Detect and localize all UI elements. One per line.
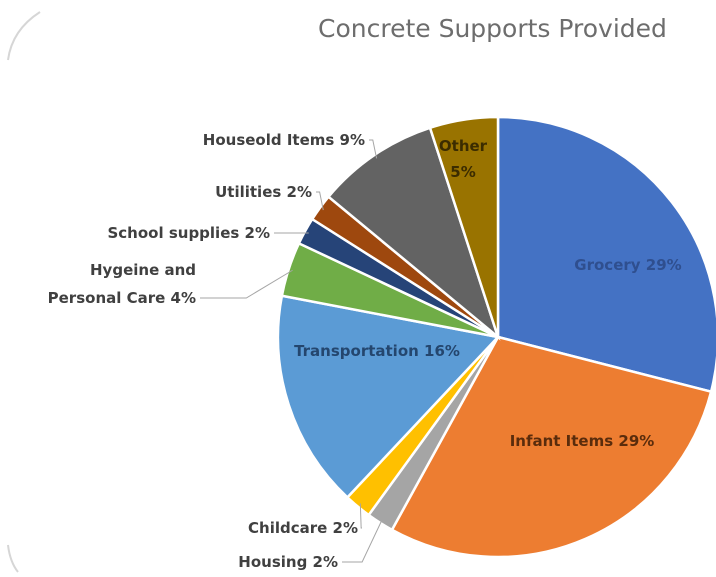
data-label: Grocery 29%	[574, 256, 681, 274]
data-labels: Grocery 29% Infant Items 29% Housing 2% Chi…	[48, 131, 682, 571]
leader-lines	[200, 139, 383, 563]
panel-corner-bottom	[7, 544, 19, 573]
data-label: Childcare 2%	[248, 519, 358, 537]
pie-slice-grocery	[496, 115, 716, 394]
data-label: Hygeine and Personal Care 4%	[48, 261, 196, 307]
leader-line	[359, 503, 362, 529]
leader-line	[200, 269, 293, 299]
panel-corner-top	[7, 11, 41, 61]
pie-slice-houseold-items	[326, 126, 501, 341]
leader-line	[369, 139, 378, 159]
leader-line	[316, 191, 324, 211]
data-label: Transportation 16%	[294, 342, 460, 360]
data-label: School supplies 2%	[107, 224, 270, 242]
data-label: Utilities 2%	[215, 183, 312, 201]
leader-line	[342, 519, 383, 563]
data-label: Housing 2%	[238, 553, 338, 571]
data-label: Other 5%	[439, 137, 488, 181]
data-label: Infant Items 29%	[510, 432, 655, 450]
chart-title: Concrete Supports Provided	[318, 14, 667, 43]
pie-slice-transportation	[276, 294, 501, 500]
pie-slices	[276, 115, 716, 559]
pie-slice-infant-items	[390, 335, 713, 559]
pie-slice-other	[428, 115, 500, 338]
data-label: Houseold Items 9%	[203, 131, 365, 149]
